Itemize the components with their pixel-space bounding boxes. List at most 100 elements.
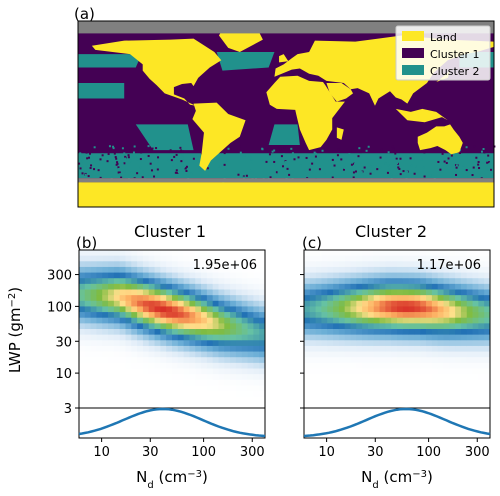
heatmap-cell — [148, 255, 155, 262]
heatmap-cell — [235, 385, 243, 392]
heatmap-cell — [148, 295, 155, 302]
map-speckle — [339, 153, 342, 156]
heatmap-cell — [137, 317, 144, 324]
heatmap-cell — [460, 391, 468, 398]
heatmap-cell — [385, 295, 392, 302]
heatmap-cell — [408, 323, 415, 330]
heatmap-cell — [212, 283, 219, 290]
heatmap-cell — [414, 391, 421, 398]
heatmap-cell — [79, 283, 86, 290]
heatmap-cell — [102, 306, 109, 313]
heatmap-cell — [443, 402, 450, 409]
heatmap-cell — [344, 396, 351, 403]
heatmap-cell — [327, 312, 334, 319]
heatmap-cell — [189, 266, 196, 273]
heatmap-cell — [385, 272, 392, 279]
x-tick-label: 10 — [93, 445, 110, 460]
heatmap-cell — [235, 306, 243, 313]
heatmap-cell — [455, 261, 462, 268]
heatmap-cell — [460, 317, 468, 324]
heatmap-cell — [172, 317, 179, 324]
heatmap-cell — [113, 261, 121, 268]
heatmap-cell — [385, 266, 392, 273]
heatmap-cell — [108, 272, 115, 279]
map-speckle — [248, 155, 251, 158]
map-speckle — [475, 156, 478, 159]
heatmap-cell — [259, 374, 266, 381]
heatmap-cell — [315, 340, 322, 347]
heatmap-cell — [402, 340, 410, 347]
heatmap-cell — [338, 306, 346, 313]
heatmap-cell — [177, 396, 185, 403]
heatmap-cell — [414, 351, 421, 358]
heatmap-cell — [420, 272, 427, 279]
heatmap-cell — [189, 396, 196, 403]
heatmap-cell — [253, 300, 260, 307]
heatmap-cell — [431, 323, 439, 330]
map-speckle — [176, 171, 179, 174]
heatmap-cell — [460, 334, 468, 341]
heatmap-cell — [455, 357, 462, 364]
heatmap-cell — [148, 283, 155, 290]
heatmap-cell — [195, 295, 202, 302]
heatmap-cell — [327, 289, 334, 296]
heatmap-cell — [84, 312, 92, 319]
heatmap-cell — [137, 351, 144, 358]
heatmap-cell — [367, 306, 375, 313]
heatmap-cell — [385, 334, 392, 341]
map-speckle — [85, 154, 88, 157]
heatmap-cell — [253, 306, 260, 313]
heatmap-cell — [478, 300, 485, 307]
heatmap-cell — [321, 396, 328, 403]
heatmap-cell — [160, 300, 167, 307]
heatmap-cell — [235, 283, 243, 290]
map-speckle — [455, 173, 458, 176]
heatmap-cell — [189, 300, 196, 307]
heatmap-cell — [113, 351, 121, 358]
heatmap-cell — [356, 329, 363, 336]
map-speckle — [123, 162, 126, 165]
map-speckle — [265, 160, 268, 163]
heatmap-cell — [224, 306, 231, 313]
heatmap-cell — [131, 334, 138, 341]
heatmap-cell — [356, 379, 363, 386]
heatmap-cell — [420, 379, 427, 386]
map-speckle — [136, 172, 139, 175]
map-speckle — [389, 168, 392, 171]
heatmap-cell — [177, 272, 185, 279]
map-speckle — [390, 175, 393, 178]
heatmap-cell — [466, 362, 473, 369]
map-speckle — [185, 169, 188, 172]
heatmap-cell — [247, 391, 254, 398]
marginal-frame-c — [303, 407, 491, 439]
heatmap-cell — [420, 329, 427, 336]
heatmap-cell — [183, 289, 190, 296]
heatmap-cell — [437, 272, 444, 279]
heatmap-cell — [137, 278, 144, 285]
map-speckle — [136, 158, 139, 161]
heatmap-cell — [160, 306, 167, 313]
heatmap-cell — [119, 312, 126, 319]
heatmap-cell — [142, 379, 150, 386]
heatmap-cell — [431, 391, 439, 398]
heatmap-cell — [466, 368, 473, 375]
heatmap-cell — [385, 385, 392, 392]
heatmap-cell — [125, 340, 132, 347]
heatmap-cell — [113, 278, 121, 285]
heatmap-cell — [449, 250, 456, 257]
map-speckle — [269, 176, 272, 179]
heatmap-cell — [379, 261, 386, 268]
heatmap-cell — [356, 266, 363, 273]
heatmap-cell — [125, 278, 132, 285]
map-speckle — [132, 151, 135, 154]
heatmap-cell — [350, 362, 357, 369]
heatmap-cell — [391, 391, 398, 398]
heatmap-cell — [466, 402, 473, 409]
heatmap-cell — [247, 345, 254, 352]
heatmap-cell — [90, 345, 97, 352]
heatmap-cell — [333, 402, 340, 409]
heatmap-cell — [484, 306, 491, 313]
heatmap-cell — [414, 295, 421, 302]
heatmap-cell — [212, 334, 219, 341]
